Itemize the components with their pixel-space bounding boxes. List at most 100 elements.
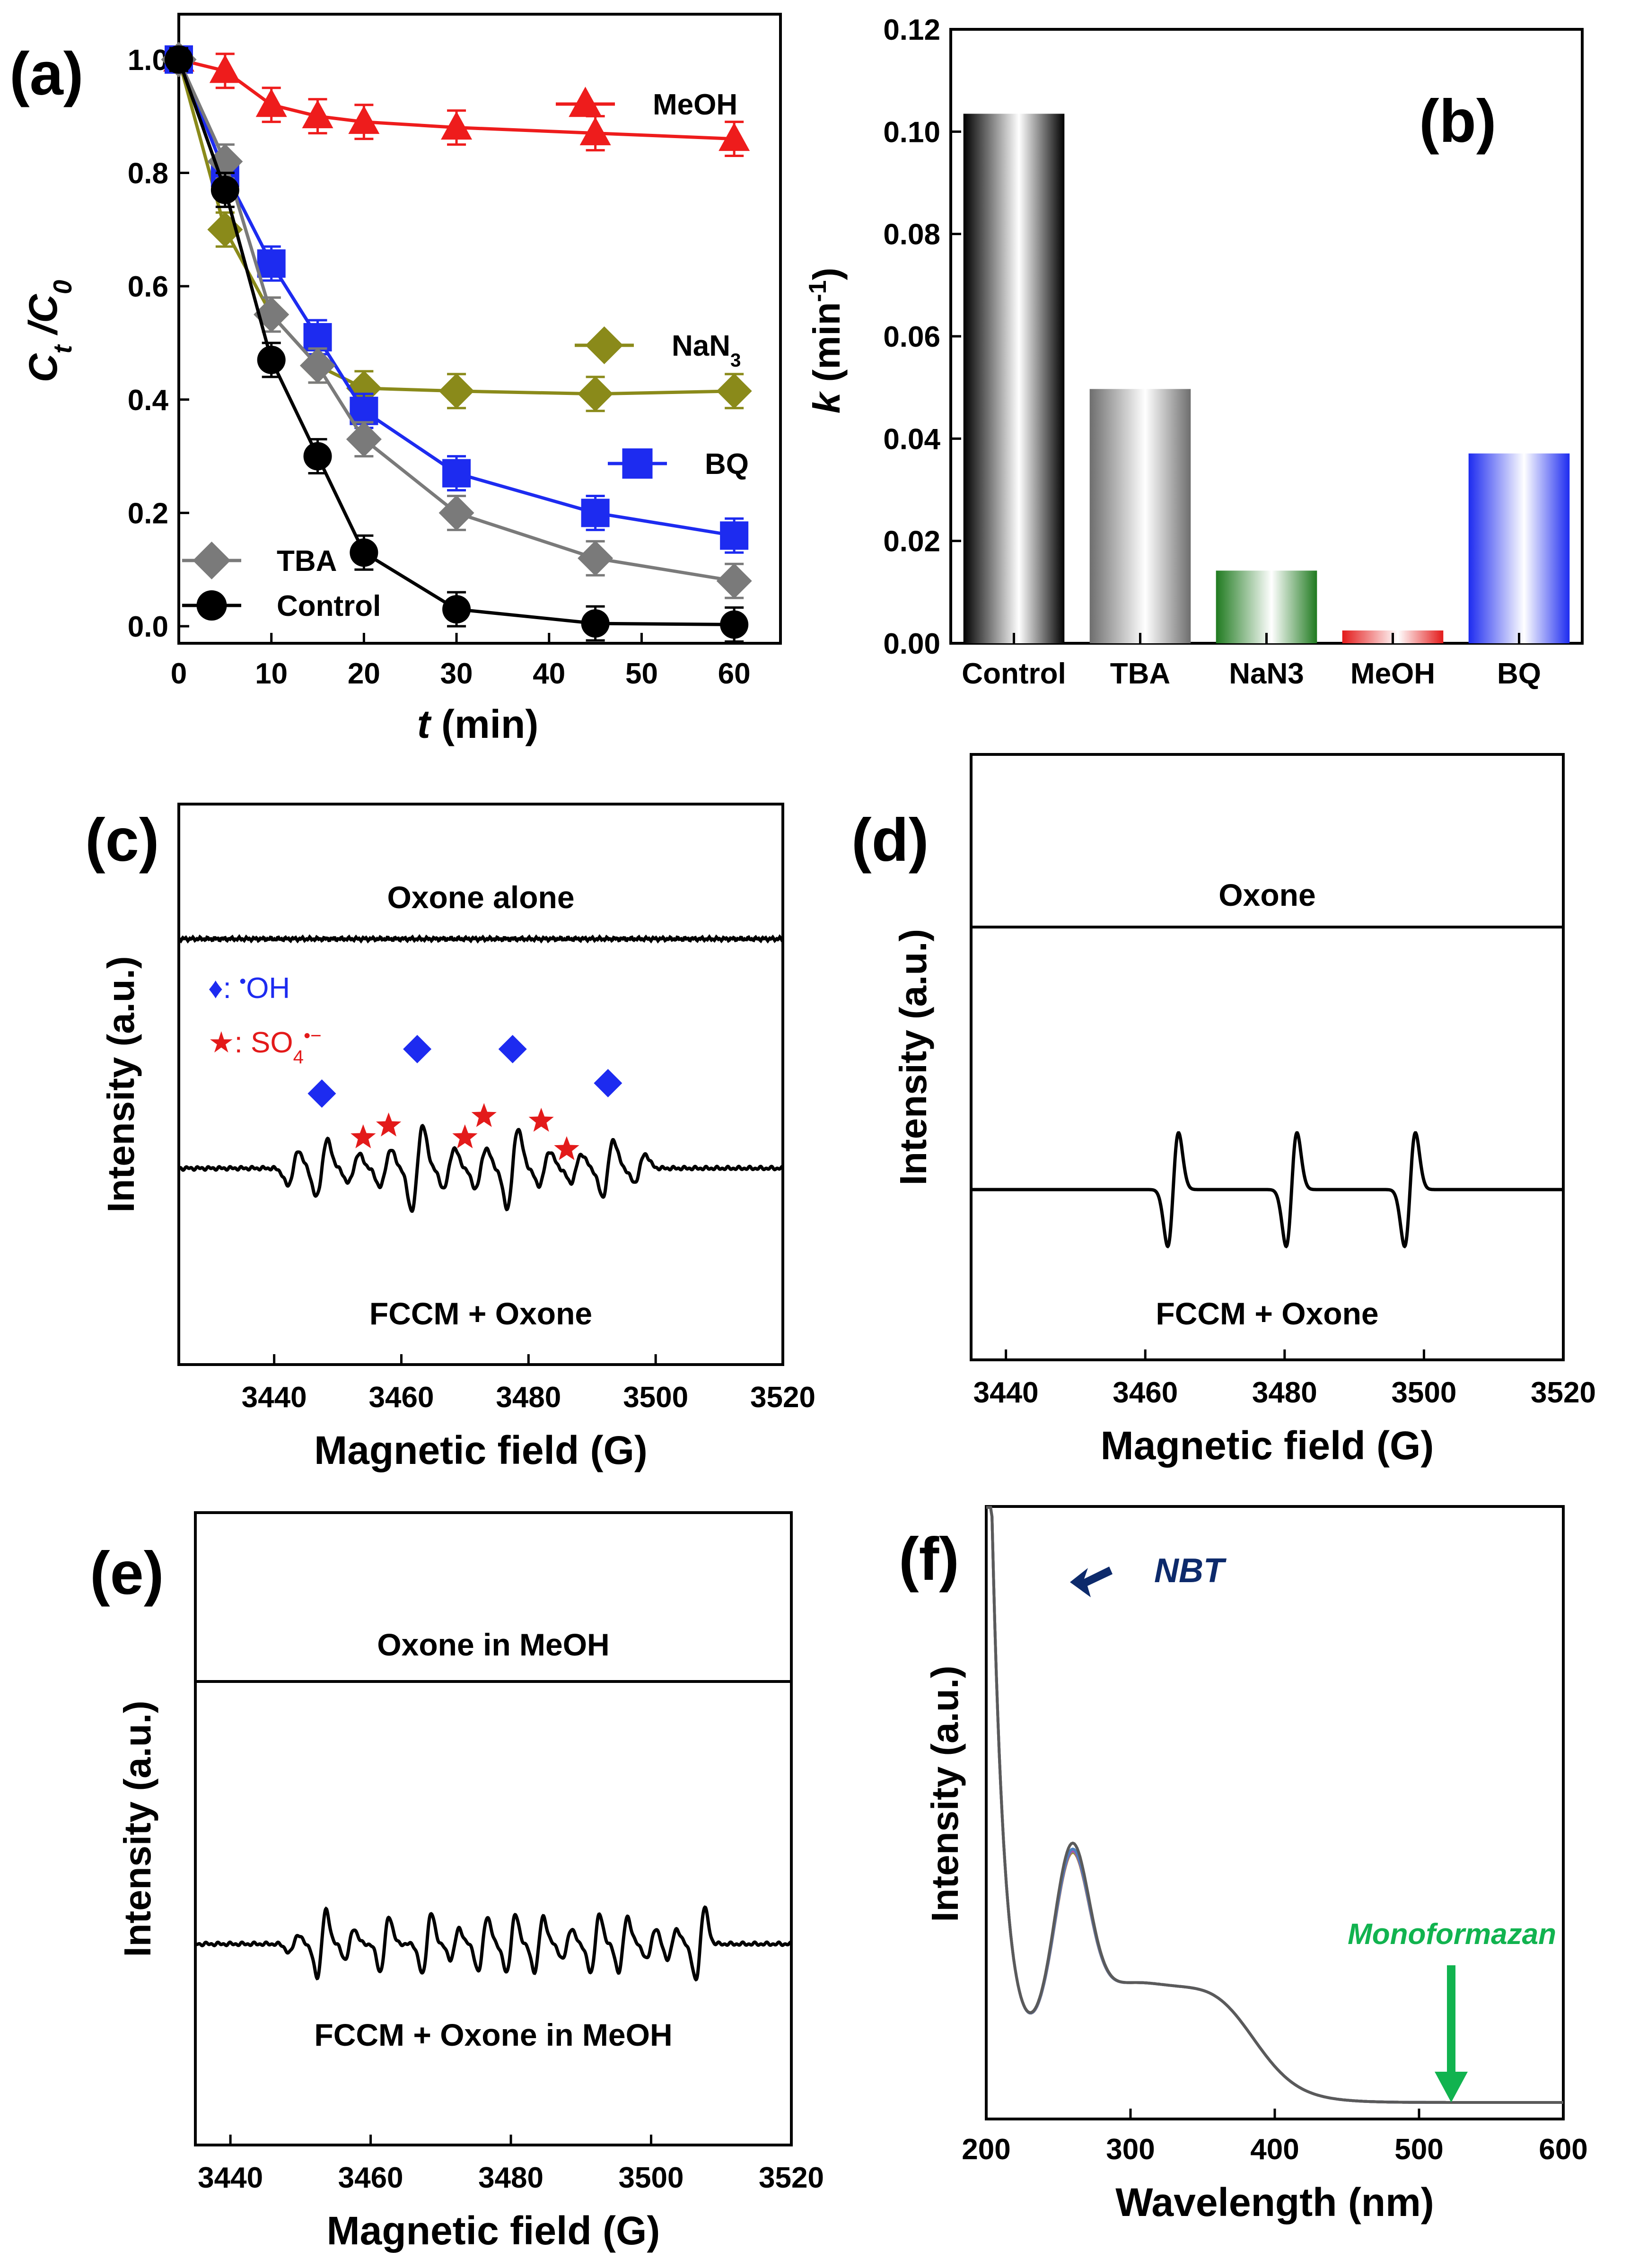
data-point-meoh: [348, 105, 380, 134]
x-tick-label: 40: [533, 657, 565, 690]
panel-c-axes: [177, 803, 784, 1366]
so4-radical-marker: [376, 1112, 402, 1137]
oh-radical-marker: [307, 1079, 336, 1108]
data-point-control: [350, 538, 378, 567]
y-tick-label: 0.2: [128, 497, 168, 530]
data-point-tba: [207, 144, 243, 180]
x-tick-label: 3440: [973, 1376, 1039, 1409]
panel-label: (d): [851, 806, 929, 874]
data-point-control: [257, 345, 286, 374]
x-tick-label: 0: [171, 657, 187, 690]
data-point-bq: [442, 459, 471, 488]
data-point-bq: [720, 521, 749, 550]
x-tick-label: BQ: [1497, 657, 1541, 690]
data-point-tba: [716, 563, 752, 599]
bar-control: [963, 114, 1065, 644]
y-tick-label: 0.10: [883, 116, 940, 149]
data-point-meoh: [209, 54, 241, 83]
so4-radical-marker: [471, 1103, 497, 1127]
data-point-nan: [438, 373, 474, 409]
data-point-control: [303, 442, 332, 471]
x-tick-label: 30: [440, 657, 473, 690]
data-point-control: [581, 609, 610, 638]
x-tick-label: NaN3: [1229, 657, 1304, 690]
data-point-control: [442, 595, 471, 624]
x-tick-label: TBA: [1110, 657, 1170, 690]
data-point-nan: [716, 373, 752, 409]
legend-label: Control: [277, 590, 381, 622]
y-axis-title: Intensity (a.u.): [892, 929, 934, 1185]
trace-label-bottom: FCCM + Oxone: [1156, 1296, 1378, 1331]
data-point-meoh: [302, 100, 333, 129]
y-tick-label: 1.0: [128, 44, 168, 77]
x-axis-title: Magnetic field (G): [314, 1428, 648, 1472]
x-tick-label: 3480: [1252, 1376, 1317, 1409]
x-tick-label: 3440: [242, 1381, 307, 1414]
x-tick-label: 3500: [619, 2162, 684, 2194]
so4-radical-marker: [528, 1108, 554, 1132]
legend-marker: [193, 542, 231, 579]
x-axis-title: Wavelength (nm): [1115, 2180, 1434, 2224]
y-tick-label: 0.02: [883, 525, 940, 558]
y-tick-label: 0.8: [128, 157, 168, 190]
monoformazan-arrowhead: [1435, 2072, 1468, 2102]
y-axis-title: Intensity (a.u.): [100, 956, 142, 1212]
y-tick-label: 0.08: [883, 219, 940, 251]
panel-label-a: (a): [9, 40, 83, 108]
y-axis-title: Intensity (a.u.): [116, 1700, 158, 1957]
annotation-monoformazan: Monoformazan: [1348, 1918, 1556, 1951]
oh-radical-marker: [594, 1069, 622, 1097]
uv-vis-trace: [986, 1506, 1563, 2104]
data-point-meoh: [579, 117, 611, 146]
x-tick-label: 600: [1539, 2133, 1587, 2166]
data-point-control: [165, 45, 193, 74]
x-axis-title: Magnetic field (G): [1101, 1423, 1434, 1468]
legend-so4: ★: SO4•−: [208, 1025, 322, 1068]
panel-label: (e): [90, 1540, 164, 1607]
legend-oh: ♦: •OH: [208, 971, 290, 1005]
data-point-meoh: [719, 123, 750, 151]
panel-label: (c): [85, 806, 159, 874]
data-point-bq: [350, 396, 378, 425]
x-tick-label: 3520: [750, 1381, 815, 1414]
x-tick-label: 200: [962, 2133, 1010, 2166]
x-tick-label: Control: [962, 657, 1066, 690]
data-point-tba: [346, 421, 382, 457]
x-tick-label: 20: [348, 657, 380, 690]
legend-label: TBA: [277, 545, 337, 578]
fccm-oxone-epr-trace: [971, 1131, 1563, 1249]
x-tick-label: 3460: [338, 2162, 403, 2194]
data-point-tba: [300, 348, 336, 384]
data-point-nan: [578, 376, 613, 412]
legend-marker: [196, 590, 227, 621]
panel-label-f: (f): [899, 1525, 959, 1593]
oxone-alone-trace: [177, 934, 784, 944]
x-tick-label: MeOH: [1350, 657, 1435, 690]
fccm-oxone-epr-trace: [178, 1123, 784, 1213]
trace-label-top: Oxone in MeOH: [377, 1627, 609, 1662]
y-tick-label: 0.00: [883, 628, 940, 660]
data-point-bq: [581, 499, 610, 527]
panel-d-axes: [970, 753, 1565, 1361]
panel-f-axes: [985, 1505, 1565, 2120]
legend-label: NaN3: [672, 330, 741, 371]
bar-bq: [1468, 453, 1570, 643]
legend-marker: [622, 448, 653, 479]
trace-label-bottom: FCCM + Oxone in MeOH: [314, 2017, 672, 2052]
y-tick-label: 0.06: [883, 321, 940, 353]
x-axis-title: Magnetic field (G): [327, 2208, 660, 2253]
y-tick-label: 0.04: [883, 423, 940, 455]
bar-nan3: [1216, 570, 1317, 643]
y-tick-label: 0.12: [883, 14, 940, 46]
data-point-control: [720, 610, 749, 639]
nbt-arrow: [1070, 1567, 1113, 1597]
uv-vis-trace: [986, 1506, 1563, 2104]
y-axis-title: Intensity (a.u.): [924, 1665, 966, 1922]
legend-marker: [569, 87, 602, 117]
x-tick-label: 400: [1250, 2133, 1299, 2166]
data-point-meoh: [255, 88, 287, 117]
y-tick-label: 0.0: [128, 611, 168, 643]
x-tick-label: 3520: [759, 2162, 824, 2194]
data-point-control: [210, 175, 239, 204]
x-axis-title: t (min): [417, 702, 539, 746]
